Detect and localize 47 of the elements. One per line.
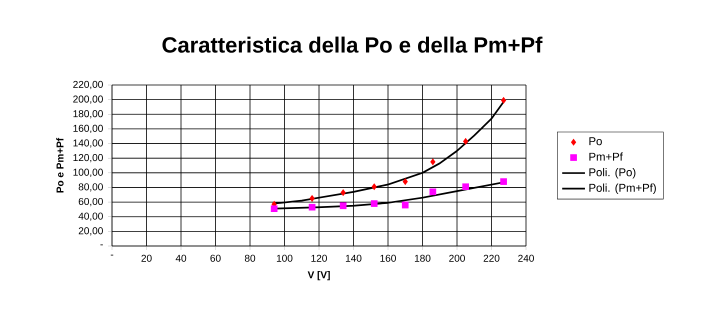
x-tick-label: 220 xyxy=(484,254,500,262)
point xyxy=(372,183,377,190)
y-tick-label: 80,00 xyxy=(78,183,103,192)
y-tick-label: 20,00 xyxy=(78,227,103,236)
x-tick-label: 200 xyxy=(449,254,465,262)
x-tick-label: - xyxy=(110,254,114,256)
point xyxy=(430,188,436,196)
legend-label: Poli. (Pm+Pf) xyxy=(589,183,656,194)
chart-title: Caratteristica della Po e della Pm+Pf xyxy=(162,36,542,53)
y-tick-label: 180,00 xyxy=(73,110,103,118)
point xyxy=(340,189,346,196)
y-tick-label: 220,00 xyxy=(73,80,103,90)
point xyxy=(462,183,469,190)
point xyxy=(310,195,315,202)
y-tick-label: - xyxy=(100,244,103,246)
y-tick-label: 60,00 xyxy=(78,198,103,206)
y-tick-label: 120,00 xyxy=(73,154,103,162)
point xyxy=(430,158,436,166)
point xyxy=(270,205,278,212)
y-tick-label: 40,00 xyxy=(78,212,103,221)
y-tick-label: 140,00 xyxy=(73,139,103,148)
x-tick-label: 80 xyxy=(244,254,256,262)
y-tick-label: 100,00 xyxy=(73,168,103,177)
x-tick-label: 60 xyxy=(210,254,221,262)
legend-label: Po xyxy=(589,137,602,146)
point xyxy=(500,178,507,185)
point xyxy=(402,178,408,185)
x-tick-label: 20 xyxy=(141,254,152,262)
y-tick-label: 200,00 xyxy=(73,96,103,104)
legend-label: Poli. (Po) xyxy=(589,168,636,179)
point xyxy=(370,200,378,207)
x-tick-label: 160 xyxy=(380,254,396,262)
point xyxy=(501,97,506,104)
point xyxy=(308,204,316,211)
legend-label: Pm+Pf xyxy=(589,152,623,161)
x-tick-label: 120 xyxy=(311,254,327,262)
x-tick-label: 40 xyxy=(176,254,186,262)
point xyxy=(340,202,346,210)
point xyxy=(463,138,468,145)
point xyxy=(402,202,409,208)
y-axis-title: Po e Pm+Pf xyxy=(56,138,64,192)
x-tick-label: 100 xyxy=(276,254,292,262)
x-tick-label: 140 xyxy=(346,254,362,262)
x-tick-label: 180 xyxy=(414,254,430,262)
x-axis-title: V [V] xyxy=(308,270,330,280)
x-tick-label: 240 xyxy=(518,254,534,262)
y-tick-label: 160,00 xyxy=(73,124,103,134)
